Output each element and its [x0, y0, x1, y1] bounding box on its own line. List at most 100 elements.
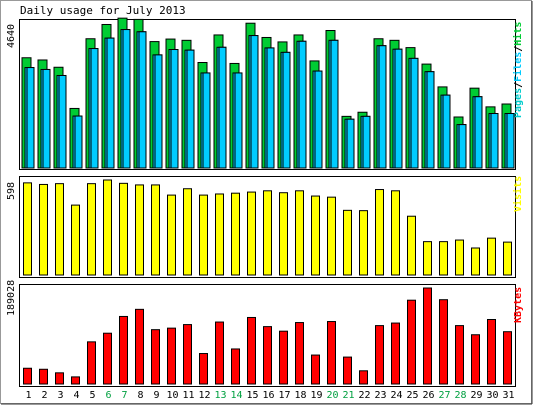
visits-bar-25	[407, 215, 416, 276]
day-label-17: 17	[278, 390, 290, 401]
visits-bar-21	[343, 209, 352, 276]
day-label-26: 26	[422, 390, 434, 401]
kbytes-bar-24	[391, 322, 400, 385]
kbytes-bar-10	[167, 327, 176, 385]
pages-bar-5	[90, 48, 99, 169]
day-label-8: 8	[137, 390, 143, 401]
legend-hits: Hits	[512, 22, 524, 46]
visits-bar-29	[471, 247, 480, 276]
visits-bar-18	[295, 190, 304, 276]
day-label-27: 27	[438, 390, 450, 401]
day-label-2: 2	[41, 390, 47, 401]
legend-pages: Pages	[513, 88, 524, 118]
day-label-30: 30	[486, 390, 498, 401]
pages-bar-15	[250, 35, 259, 169]
kbytes-bar-30	[487, 319, 496, 385]
day-label-1: 1	[25, 390, 31, 401]
day-label-12: 12	[198, 390, 210, 401]
day-label-28: 28	[454, 390, 466, 401]
day-label-25: 25	[406, 390, 418, 401]
pages-bar-18	[298, 40, 307, 169]
visits-bar-11	[183, 188, 192, 276]
pages-bar-30	[490, 113, 499, 169]
kbytes-bar-13	[215, 321, 224, 385]
visits-bar-23	[375, 189, 384, 276]
visits-bar-1	[23, 182, 32, 276]
day-label-13: 13	[214, 390, 226, 401]
visits-bar-30	[487, 237, 496, 276]
visits-bar-27	[439, 241, 448, 276]
kbytes-bar-2	[39, 368, 48, 385]
visits-bar-12	[199, 194, 208, 276]
kbytes-bar-21	[343, 356, 352, 385]
legend-sep-1: /	[513, 82, 524, 88]
visits-bar-19	[311, 195, 320, 276]
pages-bar-21	[346, 118, 355, 169]
kbytes-bar-17	[279, 330, 288, 385]
day-labels-group: 1 2 3 4 5 6 7 8 9 10 11 12 13 14 15 16 17 18 19 20 21 22 23 24 2…	[25, 390, 514, 401]
pages-bar-14	[234, 72, 243, 169]
pages-bar-22	[362, 115, 371, 169]
visits-bar-20	[327, 196, 336, 276]
visits-bar-9	[151, 184, 160, 276]
visits-ymax-label: 598	[6, 182, 17, 200]
kbytes-bar-28	[455, 325, 464, 385]
visits-bar-7	[119, 182, 128, 276]
pages-bar-4	[74, 115, 83, 169]
kbytes-bar-15	[247, 316, 256, 385]
kbytes-bar-26	[423, 287, 432, 385]
pages-bar-10	[170, 49, 179, 169]
day-label-19: 19	[310, 390, 322, 401]
pages-bar-31	[506, 113, 515, 169]
kbytes-bar-7	[119, 315, 128, 385]
hits-bars-group	[21, 17, 515, 169]
kbytes-bar-3	[55, 372, 64, 385]
legend-files: Files	[512, 52, 524, 82]
pages-bar-2	[42, 68, 51, 169]
chart-title: Daily usage for July 2013	[20, 4, 186, 17]
pages-bar-19	[314, 70, 323, 169]
visits-bar-5	[87, 183, 96, 276]
day-label-22: 22	[358, 390, 370, 401]
visits-bar-16	[263, 190, 272, 276]
legend-sep-2: /	[513, 46, 524, 52]
visits-bar-8	[135, 184, 144, 276]
kbytes-bar-6	[103, 332, 112, 385]
visits-bar-10	[167, 194, 176, 276]
visits-bar-24	[391, 190, 400, 276]
day-label-3: 3	[57, 390, 63, 401]
day-label-23: 23	[374, 390, 386, 401]
visits-bar-6	[103, 179, 112, 276]
pages-bar-25	[410, 57, 419, 169]
legend-kbytes: KBytes	[513, 287, 524, 323]
kbytes-bar-9	[151, 329, 160, 385]
pages-bar-24	[394, 48, 403, 169]
day-label-9: 9	[153, 390, 159, 401]
kbytes-bar-14	[231, 348, 240, 385]
visits-bar-26	[423, 241, 432, 276]
day-label-29: 29	[470, 390, 482, 401]
kbytes-bar-8	[135, 308, 144, 385]
day-label-20: 20	[326, 390, 338, 401]
visits-bar-31	[503, 241, 512, 276]
day-label-18: 18	[294, 390, 306, 401]
visits-bar-13	[215, 193, 224, 276]
day-label-5: 5	[89, 390, 95, 401]
visits-bars-group	[23, 179, 512, 276]
day-label-14: 14	[230, 390, 242, 401]
kbytes-bar-11	[183, 324, 192, 385]
kbytes-bar-1	[23, 367, 32, 385]
pages-bar-8	[138, 31, 147, 169]
day-label-21: 21	[342, 390, 354, 401]
pages-bar-13	[218, 46, 227, 169]
pages-bar-3	[58, 74, 67, 169]
pages-bar-23	[378, 45, 387, 169]
pages-bar-6	[106, 37, 115, 169]
kbytes-bar-22	[359, 370, 368, 385]
pages-bar-17	[282, 51, 291, 169]
kbytes-bar-19	[311, 354, 320, 385]
legend-visits: Visits	[512, 176, 524, 212]
day-label-31: 31	[502, 390, 514, 401]
kbytes-bar-18	[295, 322, 304, 385]
